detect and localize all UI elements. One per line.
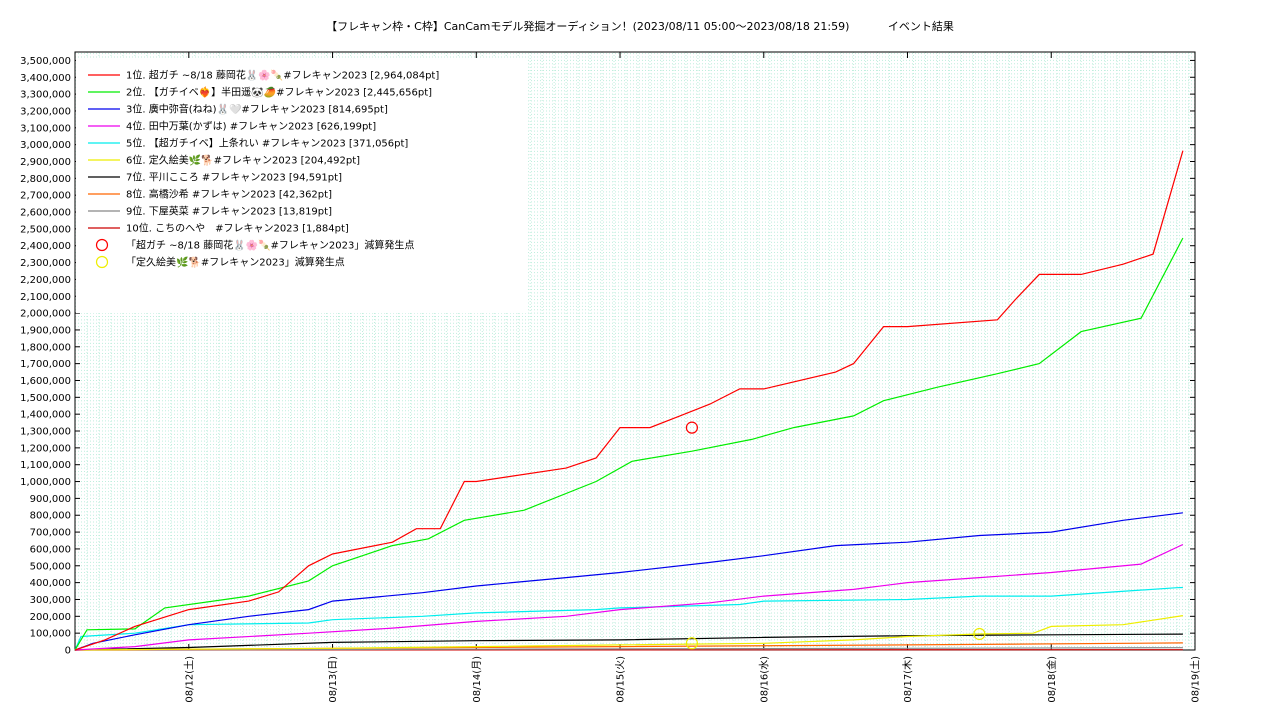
y-tick-label: 1,700,000 — [20, 359, 71, 370]
y-tick-label: 2,500,000 — [20, 224, 71, 235]
legend-label: 6位. 定久絵美🌿🐕#フレキャン2023 [204,492pt] — [126, 154, 360, 167]
x-tick-label: 08/19(土) — [1189, 656, 1202, 703]
legend-background — [76, 58, 526, 313]
legend-label: 10位. こちのへや #フレキャン2023 [1,884pt] — [126, 222, 349, 235]
y-tick-label: 900,000 — [30, 494, 71, 505]
x-tick-label: 08/13(日) — [328, 656, 339, 703]
y-tick-label: 2,300,000 — [20, 258, 71, 269]
series-line — [74, 237, 1184, 651]
y-tick-label: 2,100,000 — [20, 292, 71, 303]
y-tick-label: 3,000,000 — [20, 140, 71, 151]
deduction-marker — [685, 421, 698, 434]
y-tick-label: 800,000 — [30, 511, 71, 522]
y-tick-label: 1,200,000 — [20, 443, 71, 454]
x-tick-label: 08/14(月) — [471, 656, 483, 703]
series-line — [74, 150, 1184, 651]
y-tick-label: 2,800,000 — [20, 174, 71, 185]
legend-label: 9位. 下屋英菜 #フレキャン2023 [13,819pt] — [126, 205, 332, 218]
x-tick-label: 08/15(火) — [615, 656, 627, 703]
y-tick-label: 600,000 — [30, 544, 71, 555]
legend-label: 2位. 【ガチイベ❤️‍🔥】半田遥🐼🥭#フレキャン2023 [2,445,656… — [126, 86, 432, 99]
legend-marker — [95, 238, 109, 252]
legend-label: 8位. 高橋沙希 #フレキャン2023 [42,362pt] — [126, 188, 332, 201]
y-tick-label: 3,400,000 — [20, 73, 71, 84]
legend-label: 7位. 平川こころ #フレキャン2023 [94,591pt] — [126, 171, 342, 184]
legend-label: 4位. 田中万葉(かずは) #フレキャン2023 [626,199pt] — [126, 120, 376, 133]
series-line — [74, 633, 1183, 651]
deduction-marker — [973, 627, 986, 641]
legend-label: 「定久絵美🌿🐕#フレキャン2023」減算発生点 — [126, 256, 345, 269]
y-tick-label: 1,100,000 — [20, 460, 71, 471]
y-tick-label: 3,500,000 — [20, 56, 71, 67]
x-tick-label: 08/17(木) — [902, 656, 914, 703]
series-line — [74, 615, 1183, 651]
legend-marker — [95, 255, 109, 269]
y-tick-label: 1,800,000 — [20, 342, 71, 353]
legend-label: 「超ガチ ~8/18 藤岡花🐰🌸🍡#フレキャン2023」減算発生点 — [126, 239, 414, 252]
y-tick-label: 1,900,000 — [20, 325, 71, 336]
y-tick-label: 2,400,000 — [20, 241, 71, 252]
legend-label: 1位. 超ガチ ~8/18 藤岡花🐰🌸🍡#フレキャン2023 [2,964,08… — [126, 69, 439, 82]
y-tick-label: 100,000 — [30, 629, 71, 640]
deduction-marker — [685, 637, 698, 650]
y-tick-label: 2,200,000 — [20, 275, 71, 286]
y-tick-label: 3,300,000 — [20, 90, 71, 101]
y-tick-label: 300,000 — [30, 595, 71, 606]
x-tick-label: 08/12(土) — [182, 656, 195, 703]
legend-label: 5位. 【超ガチイベ】上条れい #フレキャン2023 [371,056pt] — [126, 137, 408, 150]
y-tick-label: 2,700,000 — [20, 191, 71, 202]
y-tick-label: 1,400,000 — [20, 410, 71, 421]
y-tick-label: 3,100,000 — [20, 123, 71, 134]
x-tick-label: 08/16(水) — [758, 656, 770, 703]
y-tick-label: 2,900,000 — [20, 157, 71, 168]
y-tick-label: 2,600,000 — [20, 208, 71, 219]
y-tick-label: 1,000,000 — [20, 477, 71, 488]
chart-title: 【フレキャン枠・C枠】CanCamモデル発掘オーディション！(2023/08/1… — [326, 20, 954, 33]
y-tick-label: 400,000 — [30, 578, 71, 589]
legend: 1位. 超ガチ ~8/18 藤岡花🐰🌸🍡#フレキャン2023 [2,964,08… — [76, 58, 526, 313]
y-tick-label: 1,600,000 — [20, 376, 71, 387]
y-tick-label: 200,000 — [30, 612, 71, 623]
y-tick-label: 700,000 — [30, 528, 71, 539]
y-tick-label: 3,200,000 — [20, 106, 71, 117]
series-line — [74, 543, 1184, 651]
y-tick-label: 0 — [65, 646, 71, 657]
x-tick-label: 08/18(金) — [1045, 656, 1058, 703]
y-tick-label: 1,500,000 — [20, 393, 71, 404]
y-tick-label: 2,000,000 — [20, 309, 71, 320]
y-tick-label: 500,000 — [30, 561, 71, 572]
legend-label: 3位. 廣中弥音(ねね)🐰🤍#フレキャン2023 [814,695pt] — [126, 103, 388, 116]
y-tick-label: 1,300,000 — [20, 427, 71, 438]
series-line — [74, 512, 1183, 651]
